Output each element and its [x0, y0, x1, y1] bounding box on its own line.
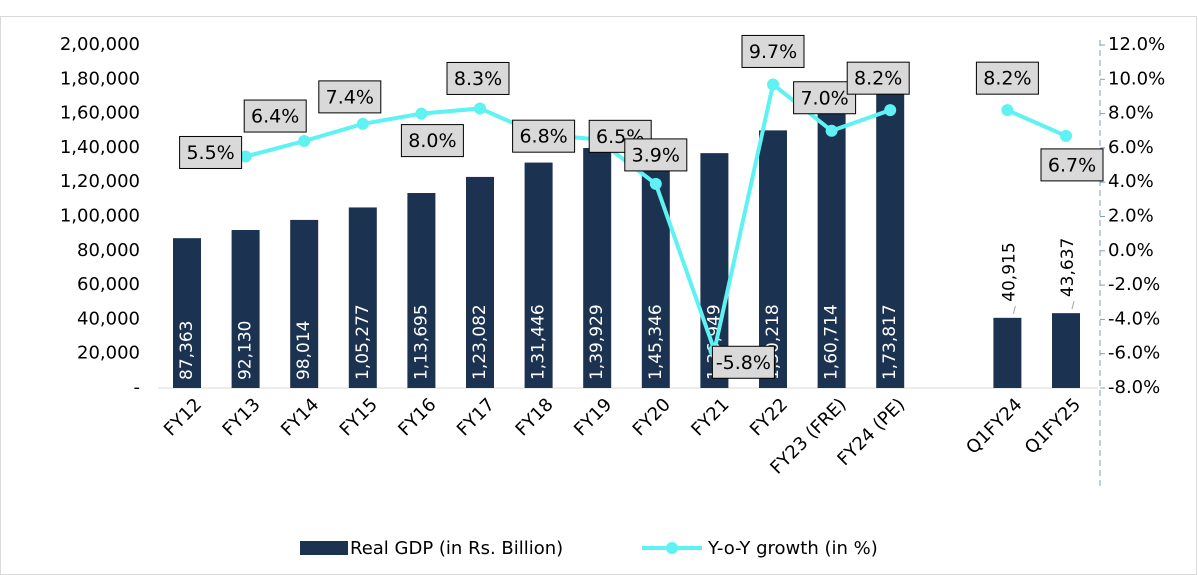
- value-label-box: [975, 61, 1039, 95]
- y-tick-label: 1,00,000: [60, 206, 140, 227]
- line-marker: [767, 78, 779, 91]
- bar: [407, 193, 436, 388]
- y-tick-label: 1,80,000: [60, 68, 140, 89]
- bar-value-label: 1,13,695: [411, 304, 431, 380]
- bar-value-label: 1,60,714: [822, 304, 842, 380]
- line-marker: [474, 102, 486, 115]
- y2-tick-label: 2.0%: [1108, 206, 1154, 227]
- value-label-box: [1040, 148, 1104, 182]
- value-label-box: [179, 135, 243, 169]
- legend-label: Y-o-Y growth (in %): [707, 538, 878, 559]
- value-label-box: [793, 81, 857, 115]
- line-marker: [649, 177, 662, 190]
- y-tick-label: 2,00,000: [60, 34, 140, 55]
- bar: [231, 229, 260, 388]
- legend-label: Real GDP (in Rs. Billion): [350, 538, 563, 559]
- y-tick-label: 20,000: [77, 343, 140, 364]
- line-marker: [825, 124, 838, 137]
- line-value-label: 7.4%: [326, 86, 374, 108]
- line-value-label: 8.3%: [454, 68, 502, 90]
- y2-tick-label: 10.0%: [1108, 68, 1165, 89]
- bar: [524, 162, 553, 388]
- bar-value-label: 1,73,817: [880, 304, 900, 380]
- value-label-box: [446, 61, 510, 95]
- bar-value-label: 1,05,277: [353, 304, 373, 380]
- bar-value-label: 87,363: [177, 321, 197, 380]
- y-tick-label: 1,60,000: [60, 103, 140, 124]
- y2-tick-label: 12.0%: [1108, 34, 1165, 55]
- leader-line: [1012, 305, 1016, 314]
- leader-line: [1071, 301, 1075, 310]
- value-label-box: [711, 345, 775, 379]
- line-value-label: 7.0%: [800, 87, 848, 109]
- bar-value-label: 98,014: [294, 321, 314, 380]
- y-tick-label: 1,40,000: [60, 137, 140, 158]
- bar-value-label: 1,45,346: [646, 304, 666, 380]
- y2-tick-label: -8.0%: [1108, 377, 1160, 398]
- bar: [876, 89, 905, 389]
- line-marker: [356, 117, 369, 130]
- bar: [173, 238, 201, 388]
- bar: [759, 130, 787, 388]
- y2-tick-label: -2.0%: [1108, 274, 1160, 295]
- y2-tick-label: 6.0%: [1108, 137, 1154, 158]
- line-value-label: 8.0%: [408, 130, 456, 152]
- value-label-box: [243, 99, 307, 133]
- value-label-box: [318, 80, 382, 114]
- line-marker: [239, 150, 252, 163]
- y-tick-label: 60,000: [77, 274, 140, 295]
- bar-value-label: 1,39,929: [587, 304, 607, 380]
- value-label-box: [846, 61, 910, 95]
- bar-value-label: 1,23,082: [470, 304, 490, 380]
- line-value-label: 6.4%: [251, 106, 299, 128]
- line-marker: [1060, 129, 1072, 142]
- line-marker: [1001, 104, 1014, 117]
- bar-value-label: 92,130: [236, 321, 256, 380]
- line: [1006, 108, 1067, 138]
- bar: [290, 219, 319, 388]
- y2-tick-label: 4.0%: [1108, 171, 1154, 192]
- bar: [348, 207, 377, 388]
- line-marker: [415, 107, 428, 120]
- value-label-box: [741, 34, 805, 68]
- line-value-label: 5.5%: [186, 142, 234, 164]
- y-tick-label: 80,000: [77, 240, 140, 261]
- bar: [817, 112, 846, 388]
- line-value-label: 6.8%: [519, 126, 567, 148]
- line-value-label: 8.2%: [854, 68, 902, 90]
- value-label-box: [512, 119, 576, 153]
- bar: [1052, 313, 1080, 388]
- bar: [583, 148, 612, 388]
- line-value-label: 8.2%: [983, 68, 1031, 90]
- line-value-label: 6.7%: [1048, 154, 1096, 176]
- bar-value-label: 40,915: [999, 242, 1019, 301]
- y2-tick-label: -4.0%: [1108, 308, 1160, 329]
- bar: [993, 317, 1022, 388]
- value-label-box: [624, 138, 688, 172]
- line-value-label: 9.7%: [749, 41, 797, 63]
- y2-tick-label: -6.0%: [1108, 343, 1160, 364]
- value-label-box: [400, 124, 464, 158]
- bar-value-label: 1,31,446: [529, 304, 549, 380]
- legend-marker: [666, 542, 678, 554]
- line-marker: [298, 135, 311, 148]
- line-value-label: -5.8%: [716, 352, 771, 374]
- legend-swatch: [300, 541, 348, 555]
- y-tick-label: -: [134, 377, 141, 398]
- line-value-label: 3.9%: [632, 144, 680, 166]
- bar-value-label: 43,637: [1058, 238, 1078, 297]
- y2-tick-label: 8.0%: [1108, 103, 1154, 124]
- y-tick-label: 1,20,000: [60, 171, 140, 192]
- line-marker: [884, 104, 897, 117]
- bar: [466, 176, 494, 388]
- y2-tick-label: 0.0%: [1108, 240, 1154, 261]
- y-tick-label: 40,000: [77, 308, 140, 329]
